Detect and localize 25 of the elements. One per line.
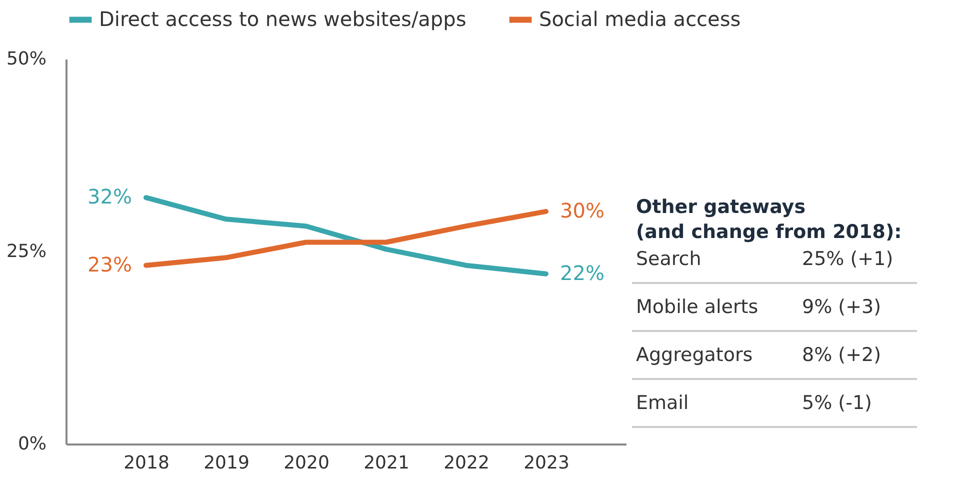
text: Other gateways bbox=[636, 196, 806, 218]
x-tick-label: 2020 bbox=[284, 452, 330, 474]
text: 25% (+1) bbox=[802, 248, 894, 270]
data-label: 23% bbox=[88, 252, 132, 276]
x-tick-label: 2021 bbox=[364, 452, 410, 474]
y-tick-label: 0% bbox=[18, 434, 46, 454]
text: 8% (+2) bbox=[802, 344, 882, 366]
y-tick-label: 50% bbox=[6, 48, 46, 70]
x-tick-label: 2023 bbox=[524, 452, 570, 474]
data-label: 32% bbox=[88, 184, 132, 209]
text: Aggregators bbox=[636, 344, 753, 366]
text: Mobile alerts bbox=[636, 296, 758, 318]
y-tick-label: 25% bbox=[6, 241, 46, 262]
data-label: 30% bbox=[560, 198, 604, 222]
text: Email bbox=[636, 392, 689, 414]
legend-label: Social media access bbox=[539, 6, 741, 31]
legend-label: Direct access to news websites/apps bbox=[99, 6, 466, 31]
x-tick-label: 2018 bbox=[124, 452, 170, 474]
x-tick-label: 2022 bbox=[444, 452, 490, 474]
text: 9% (+3) bbox=[802, 296, 882, 318]
text: 5% (-1) bbox=[802, 392, 872, 414]
text: Search bbox=[636, 248, 702, 270]
text: (and change from 2018): bbox=[636, 221, 902, 243]
data-label: 22% bbox=[560, 260, 604, 285]
x-tick-label: 2019 bbox=[204, 452, 250, 474]
